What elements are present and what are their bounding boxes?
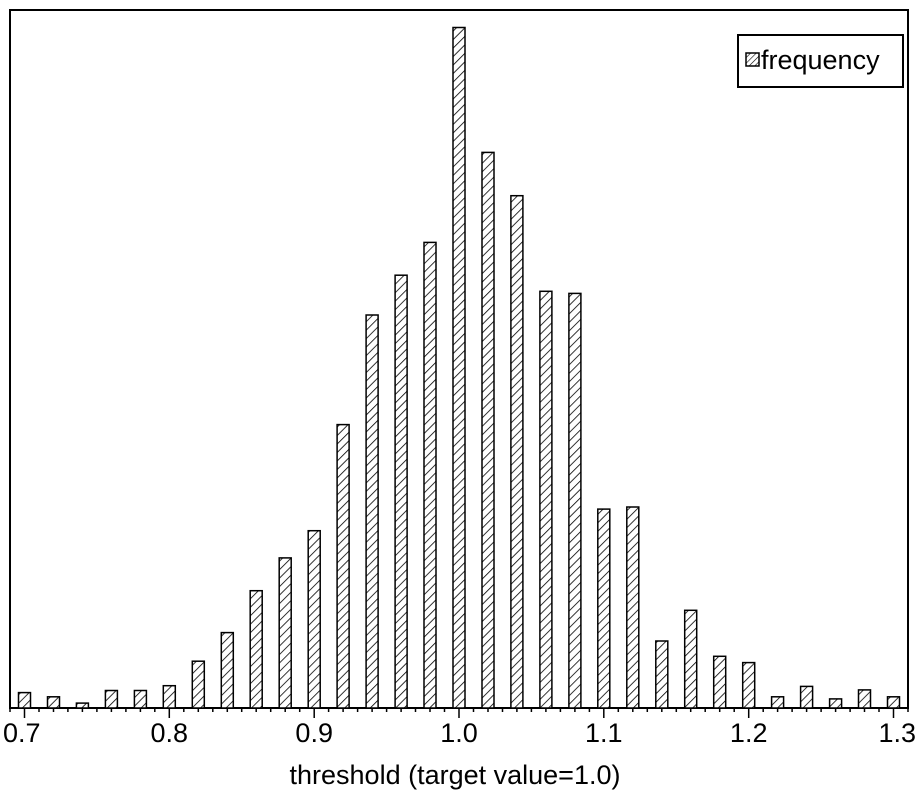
bar bbox=[307, 529, 321, 709]
bar bbox=[75, 702, 90, 709]
bar bbox=[481, 151, 495, 709]
bar bbox=[365, 314, 379, 709]
x-tick-label: 1.0 bbox=[440, 718, 478, 748]
bar bbox=[46, 696, 61, 709]
bar bbox=[278, 557, 292, 709]
legend-label-frequency: frequency bbox=[761, 45, 880, 75]
bar bbox=[452, 26, 466, 709]
bar bbox=[249, 589, 263, 709]
bar bbox=[770, 696, 785, 709]
x-tick-label: 0.7 bbox=[3, 718, 41, 748]
x-axis-tick-labels: 0.7 0.8 0.9 1.0 1.1 1.2 1.3 bbox=[3, 718, 916, 748]
bar bbox=[394, 274, 408, 709]
x-tick-label: 1.3 bbox=[878, 718, 916, 748]
bar bbox=[162, 684, 177, 709]
bar bbox=[104, 689, 119, 709]
bar bbox=[191, 660, 206, 709]
bar bbox=[712, 655, 727, 709]
bar bbox=[220, 631, 235, 709]
bar bbox=[597, 508, 611, 709]
x-tick-label: 0.8 bbox=[151, 718, 189, 748]
bar bbox=[741, 661, 756, 709]
legend: frequency bbox=[737, 34, 904, 88]
legend-swatch bbox=[745, 52, 760, 67]
bar bbox=[886, 696, 901, 709]
bar bbox=[133, 689, 148, 709]
bar bbox=[655, 640, 669, 709]
bar bbox=[539, 290, 553, 709]
bar bbox=[17, 691, 32, 709]
bar bbox=[568, 292, 582, 709]
bars-group bbox=[17, 26, 901, 709]
x-axis-label: threshold (target value=1.0) bbox=[290, 760, 621, 790]
bar bbox=[857, 689, 872, 709]
bar bbox=[799, 685, 814, 709]
x-axis-ticks bbox=[9, 708, 909, 718]
bar bbox=[336, 423, 350, 709]
x-tick-label: 1.2 bbox=[730, 718, 768, 748]
bar bbox=[626, 506, 640, 709]
x-tick-label: 0.9 bbox=[295, 718, 333, 748]
bar bbox=[510, 194, 524, 709]
bar bbox=[423, 241, 437, 709]
bar bbox=[828, 698, 843, 709]
x-tick-label: 1.1 bbox=[585, 718, 623, 748]
bar bbox=[683, 609, 698, 709]
legend-box bbox=[737, 34, 904, 88]
